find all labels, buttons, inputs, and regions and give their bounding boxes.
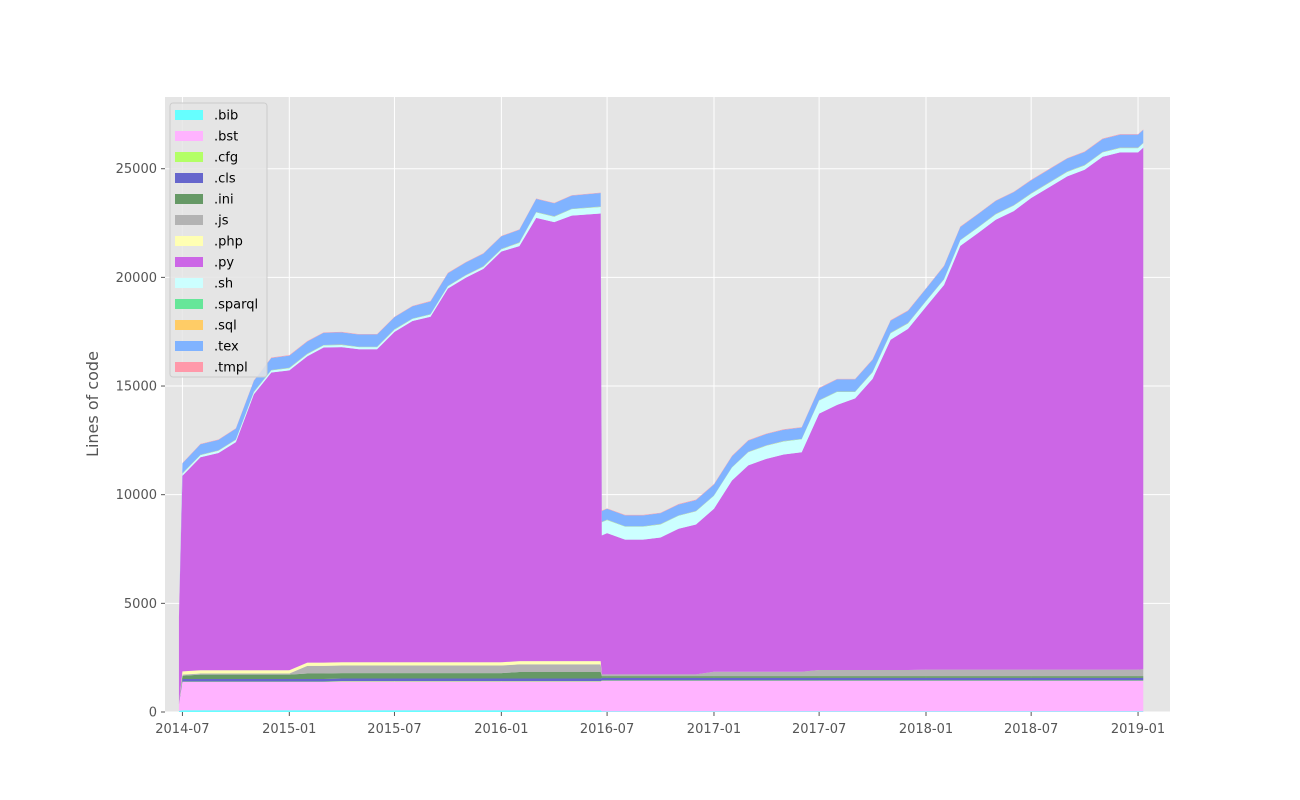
legend-label-sh: .sh (214, 277, 233, 292)
legend-swatch-py (175, 257, 203, 267)
legend-swatch-tex (175, 341, 203, 351)
legend-swatch-js (175, 215, 203, 225)
legend-label-js: .js (214, 214, 229, 229)
legend-swatch-ini (175, 194, 203, 204)
legend-label-php: .php (214, 235, 243, 250)
y-axis-title: Lines of code (83, 351, 102, 457)
x-tick-label: 2014-07 (155, 722, 209, 737)
x-tick-label: 2016-01 (474, 722, 528, 737)
y-tick-label: 0 (149, 706, 157, 721)
area-py (178, 147, 1144, 705)
legend-label-cls: .cls (214, 172, 236, 187)
legend-swatch-bst (175, 131, 203, 141)
x-axis: 2014-07 2015-01 2015-07 2016-01 2016-07 2017-… (155, 712, 1165, 737)
x-tick-label: 2018-07 (1004, 722, 1058, 737)
x-tick-label: 2015-01 (262, 722, 316, 737)
area-bib (178, 710, 1144, 712)
legend-label-tex: .tex (214, 340, 239, 355)
area-js (178, 664, 1144, 705)
y-tick-label: 25000 (116, 162, 157, 177)
legend-swatch-cls (175, 173, 203, 183)
x-tick-label: 2017-01 (687, 722, 741, 737)
legend-label-sparql: .sparql (214, 298, 258, 313)
legend-label-cfg: .cfg (214, 151, 238, 166)
legend-swatch-sh (175, 278, 203, 288)
y-tick-label: 15000 (116, 380, 157, 395)
legend-label-bib: .bib (214, 109, 238, 124)
legend-swatch-bib (175, 110, 203, 120)
legend-swatch-php (175, 236, 203, 246)
legend-swatch-tmpl (175, 362, 203, 372)
y-tick-label: 5000 (124, 597, 157, 612)
x-tick-label: 2017-07 (792, 722, 846, 737)
legend-label-sql: .sql (214, 319, 237, 334)
area-ini (178, 672, 1144, 705)
y-tick-label: 20000 (116, 271, 157, 286)
area-tex (178, 129, 1144, 618)
legend-label-ini: .ini (214, 193, 234, 208)
legend-label-tmpl: .tmpl (214, 361, 248, 376)
area-cls (178, 677, 1144, 705)
x-tick-label: 2019-01 (1111, 722, 1165, 737)
x-tick-label: 2016-07 (580, 722, 634, 737)
legend-label-bst: .bst (214, 130, 238, 145)
legend-swatch-sql (175, 320, 203, 330)
x-tick-label: 2015-07 (367, 722, 421, 737)
legend-swatch-cfg (175, 152, 203, 162)
legend-swatch-sparql (175, 299, 203, 309)
area-bst (178, 680, 1144, 712)
x-tick-label: 2018-01 (899, 722, 953, 737)
area-series-group (178, 129, 1144, 712)
y-axis: 0 5000 10000 15000 20000 25000 (116, 162, 165, 721)
legend-label-py: .py (214, 256, 234, 271)
legend: .bib .bst .cfg .cls .ini .js .php .py .sh .sparql… (169, 102, 268, 378)
y-tick-label: 10000 (116, 488, 157, 503)
